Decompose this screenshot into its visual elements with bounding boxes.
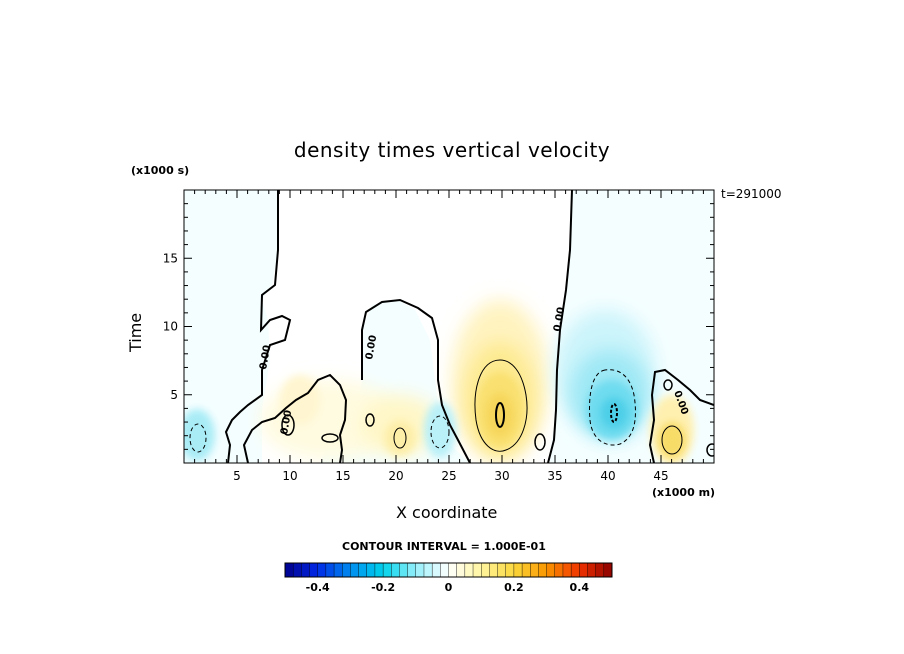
zero-contour-right2 (648, 368, 714, 463)
colorbar-cell (464, 562, 474, 578)
colorbar-cell (399, 562, 409, 578)
x-tick-label: 10 (282, 469, 297, 483)
colorbar-cell (333, 562, 343, 578)
x-tick-label: 40 (600, 469, 615, 483)
colorbar-cell (513, 562, 523, 578)
colorbar-cell (505, 562, 515, 578)
colorbar-cell (530, 562, 539, 578)
colorbar-cell (456, 562, 466, 578)
colorbar-tick-label: 0.4 (570, 581, 590, 594)
y-axis-title: Time (126, 312, 145, 352)
colorbar-cell (440, 562, 450, 578)
colorbar (284, 562, 613, 578)
colorbar-cell (554, 562, 564, 578)
x-tick-label: 35 (547, 469, 562, 483)
colorbar-cell (292, 562, 302, 578)
colorbar-cell (374, 562, 384, 578)
x-axis-title: X coordinate (396, 503, 498, 522)
x-tick-label: 5 (233, 469, 241, 483)
contour-label: 0.00 (258, 344, 273, 370)
colorbar-cell (382, 562, 392, 578)
colorbar-cell (350, 562, 360, 578)
contour-interval-label: CONTOUR INTERVAL = 1.000E-01 (342, 540, 546, 553)
colorbar-tick-labels: -0.4 -0.2 0 0.2 0.4 (306, 581, 590, 594)
time-tag: t=291000 (721, 187, 782, 201)
colorbar-cell (284, 562, 294, 578)
colorbar-cell (317, 562, 327, 578)
zero-contour-left (224, 190, 292, 463)
colorbar-cell (415, 562, 425, 578)
colorbar-tick-label: -0.2 (371, 581, 395, 594)
tick-labels: 5 10 15 20 25 30 35 40 45 5 10 15 (163, 251, 669, 483)
colorbar-cell (538, 562, 548, 578)
colorbar-cell (301, 562, 311, 578)
x-tick-label: 20 (388, 469, 403, 483)
zero-contour-right (547, 190, 573, 463)
x-units-label: (x1000 m) (652, 486, 716, 499)
zero-contour-left2 (242, 373, 348, 463)
colorbar-cell (358, 562, 368, 578)
y-tick-label: 15 (163, 251, 178, 265)
y-units-label: (x1000 s) (131, 164, 190, 177)
colorbar-tick-label: 0.2 (504, 581, 524, 594)
colorbar-tick-label: 0 (445, 581, 453, 594)
colorbar-cell (309, 562, 319, 578)
y-tick-label: 10 (163, 320, 178, 334)
colorbar-cell (448, 562, 458, 578)
colorbar-cell (570, 562, 580, 578)
y-tick-label: 5 (170, 388, 178, 402)
x-tick-label: 25 (441, 469, 456, 483)
colorbar-cell (431, 562, 441, 578)
colorbar-frame (284, 562, 613, 578)
colorbar-cell (579, 562, 588, 578)
colorbar-cell (587, 562, 597, 578)
colorbar-tick-label: -0.4 (306, 581, 330, 594)
contour-label: 0.00 (364, 334, 379, 360)
colorbar-cell (325, 562, 335, 578)
colorbar-cell (423, 562, 433, 578)
x-tick-label: 30 (494, 469, 509, 483)
contour-label: 0.00 (552, 306, 567, 332)
colorbar-cell (489, 562, 499, 578)
axis-ticks (184, 190, 714, 463)
colorbar-cell (562, 562, 572, 578)
colorbar-cell (521, 562, 531, 578)
colorbar-cell (391, 562, 400, 578)
zero-contour-mid (361, 298, 471, 463)
colorbar-cell (342, 562, 351, 578)
chart-title: density times vertical velocity (293, 138, 611, 162)
x-tick-label: 45 (653, 469, 668, 483)
contour-label: 0.00 (279, 409, 294, 435)
x-tick-label: 15 (335, 469, 350, 483)
colorbar-cell (595, 562, 605, 578)
colorbar-cell (546, 562, 556, 578)
colorbar-cell (407, 562, 417, 578)
contours (189, 190, 714, 463)
colorbar-cell (481, 562, 490, 578)
colorbar-cell (472, 562, 482, 578)
colorbar-cell (603, 562, 613, 578)
colorbar-cell (497, 562, 507, 578)
colorbar-cell (366, 562, 376, 578)
